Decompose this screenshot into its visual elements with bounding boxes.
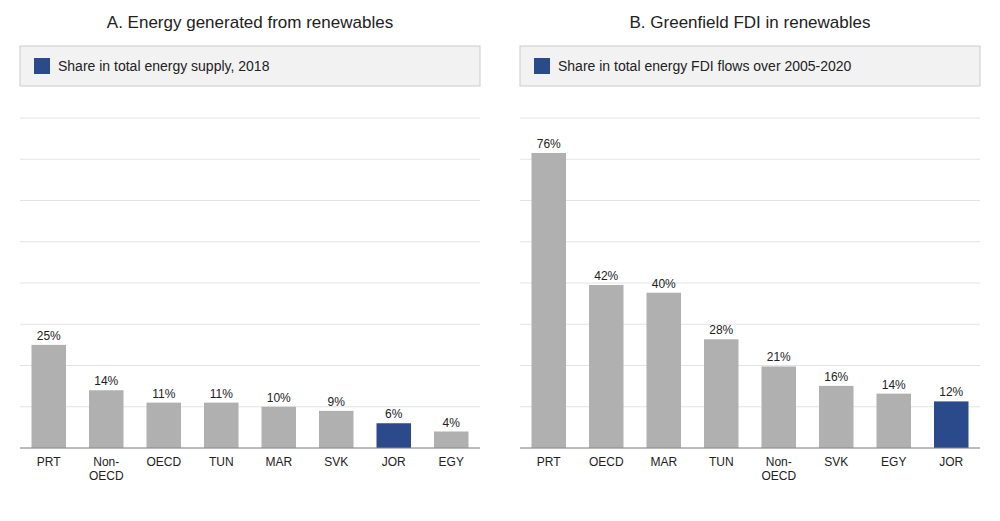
bar: [762, 366, 797, 448]
data-label: 9%: [328, 395, 346, 409]
x-tick-label: SVK: [324, 455, 348, 469]
x-tick-line: SVK: [824, 455, 848, 469]
chart-title: A. Energy generated from renewables: [107, 13, 393, 32]
legend-swatch: [534, 58, 550, 74]
bar: [147, 403, 182, 448]
x-tick-label: Non-OECD: [89, 455, 124, 483]
x-tick-label: TUN: [709, 455, 734, 469]
x-tick-line: PRT: [37, 455, 61, 469]
data-label: 10%: [267, 391, 291, 405]
grid-line: [20, 324, 480, 325]
x-tick-line: EGY: [439, 455, 464, 469]
x-tick-label: Non-OECD: [761, 455, 796, 483]
x-tick-label: MAR: [265, 455, 292, 469]
x-tick-line: JOR: [382, 455, 406, 469]
data-label: 14%: [882, 378, 906, 392]
x-tick-line: EGY: [881, 455, 906, 469]
x-tick-label: PRT: [37, 455, 61, 469]
grid-line: [520, 241, 980, 242]
data-label: 21%: [767, 350, 791, 364]
bar: [647, 293, 682, 448]
legend-label: Share in total energy FDI flows over 200…: [558, 58, 852, 74]
x-tick-line: SVK: [324, 455, 348, 469]
grid-line: [20, 448, 480, 449]
bar: [532, 153, 567, 448]
grid-line: [20, 365, 480, 366]
data-label: 11%: [210, 387, 233, 401]
bar: [204, 403, 239, 448]
grid-line: [520, 159, 980, 160]
data-label: 25%: [37, 329, 61, 343]
bars: [32, 345, 469, 448]
legend-box: [520, 46, 980, 86]
grid-line: [520, 118, 980, 119]
x-tick-label: EGY: [881, 455, 906, 469]
grid-line: [520, 200, 980, 201]
panel: A. Energy generated from renewables Share…: [20, 13, 480, 483]
bar: [434, 432, 469, 449]
bar: [704, 339, 739, 448]
bar: [934, 401, 969, 448]
panel: B. Greenfield FDI in renewables Share in …: [520, 13, 980, 483]
chart-title: B. Greenfield FDI in renewables: [630, 13, 871, 32]
data-label: 6%: [385, 407, 403, 421]
data-label: 14%: [94, 374, 118, 388]
data-label: 28%: [709, 323, 733, 337]
data-label: 4%: [443, 416, 461, 430]
x-tick-label: PRT: [537, 455, 561, 469]
x-tick-line: OECD: [589, 455, 624, 469]
data-label: 76%: [537, 137, 561, 151]
x-tick-label: MAR: [650, 455, 677, 469]
chart-root: A. Energy generated from renewables Share…: [0, 0, 1000, 521]
x-tick-line: TUN: [709, 455, 734, 469]
bar: [262, 407, 297, 448]
data-label: 16%: [824, 370, 848, 384]
x-tick-line: JOR: [939, 455, 963, 469]
data-label: 40%: [652, 277, 676, 291]
bar: [877, 394, 912, 448]
x-tick-line: Non-: [766, 455, 792, 469]
x-tick-line: OECD: [89, 469, 124, 483]
x-axis-line: [520, 448, 980, 449]
bar: [319, 411, 354, 448]
bar: [377, 423, 412, 448]
legend-box: [20, 46, 480, 86]
legend-swatch: [34, 58, 50, 74]
bars: [532, 153, 969, 448]
x-tick-label: EGY: [439, 455, 464, 469]
grid-line: [20, 159, 480, 160]
grid-line: [20, 283, 480, 284]
x-tick-line: OECD: [146, 455, 181, 469]
x-tick-label: JOR: [382, 455, 406, 469]
x-tick-line: MAR: [265, 455, 292, 469]
x-tick-line: Non-: [93, 455, 119, 469]
bar: [89, 390, 124, 448]
x-tick-label: SVK: [824, 455, 848, 469]
grid-line: [20, 200, 480, 201]
bar: [819, 386, 854, 448]
grid-line: [20, 118, 480, 119]
x-axis-line: [20, 448, 480, 449]
bar: [589, 285, 624, 448]
x-tick-line: TUN: [209, 455, 234, 469]
x-tick-line: MAR: [650, 455, 677, 469]
grid-line: [520, 448, 980, 449]
x-tick-label: OECD: [146, 455, 181, 469]
data-label: 11%: [152, 387, 175, 401]
x-tick-line: PRT: [537, 455, 561, 469]
grid-line: [520, 283, 980, 284]
legend-label: Share in total energy supply, 2018: [58, 58, 270, 74]
x-tick-label: TUN: [209, 455, 234, 469]
grid-line: [20, 241, 480, 242]
bar: [32, 345, 67, 448]
x-tick-label: JOR: [939, 455, 963, 469]
data-label: 42%: [594, 269, 618, 283]
data-label: 12%: [939, 385, 963, 399]
x-tick-label: OECD: [589, 455, 624, 469]
x-tick-line: OECD: [761, 469, 796, 483]
